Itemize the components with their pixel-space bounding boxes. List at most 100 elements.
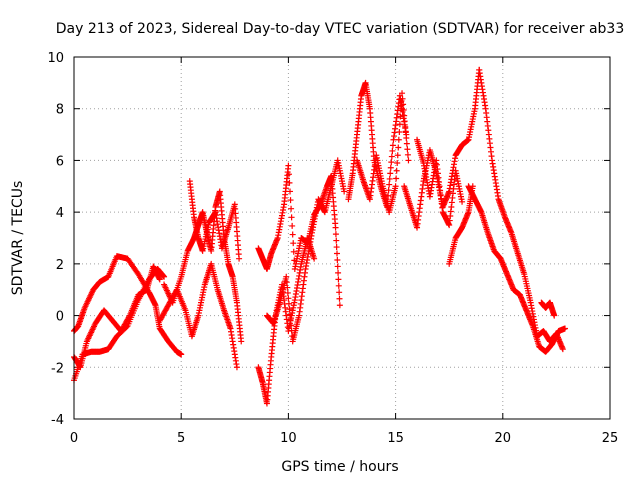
data-point xyxy=(395,136,402,143)
data-point xyxy=(126,313,133,320)
y-tick-label: 0 xyxy=(56,310,64,325)
y-tick-label: 2 xyxy=(56,258,64,273)
x-tick-label: 0 xyxy=(70,431,78,446)
y-tick-label: 10 xyxy=(47,51,64,66)
data-point xyxy=(311,255,318,262)
data-point xyxy=(283,279,290,286)
data-point xyxy=(387,170,394,177)
data-point xyxy=(394,160,401,167)
data-point xyxy=(287,188,294,195)
data-point xyxy=(336,295,343,302)
axis-ticks: 0 5 10 15 20 25 -4 -2 0 2 4 6 8 10 xyxy=(47,51,618,446)
data-point xyxy=(287,316,294,323)
data-point xyxy=(561,325,568,332)
data-point xyxy=(335,282,342,289)
data-points xyxy=(71,66,568,407)
data-point xyxy=(392,183,399,190)
data-point xyxy=(402,123,409,130)
data-point xyxy=(404,146,411,153)
x-tick-label: 5 xyxy=(177,431,185,446)
data-point xyxy=(286,306,293,313)
data-point xyxy=(335,276,342,283)
data-point xyxy=(403,140,410,147)
data-point xyxy=(288,214,295,221)
y-axis-label: SDTVAR / TECUs xyxy=(10,181,26,296)
data-point xyxy=(397,105,404,112)
data-point xyxy=(459,198,466,205)
data-point xyxy=(289,231,296,238)
data-point xyxy=(400,107,407,114)
chart-title: Day 213 of 2023, Sidereal Day-to-day VTE… xyxy=(56,21,625,37)
data-point xyxy=(404,151,411,158)
data-point xyxy=(386,181,393,188)
data-point xyxy=(389,147,396,154)
data-point xyxy=(336,289,343,296)
data-point xyxy=(333,250,340,257)
data-point xyxy=(161,273,168,280)
data-point xyxy=(396,128,403,135)
data-point xyxy=(399,90,406,97)
y-tick-label: 8 xyxy=(56,103,64,118)
data-point xyxy=(333,237,340,244)
data-point xyxy=(284,284,291,291)
data-point xyxy=(341,188,348,195)
data-point xyxy=(401,112,408,119)
data-point xyxy=(386,175,393,182)
data-point xyxy=(388,159,395,166)
data-point xyxy=(290,248,297,255)
data-point xyxy=(288,322,295,329)
x-tick-label: 20 xyxy=(495,431,512,446)
y-tick-label: -2 xyxy=(51,361,64,376)
data-point xyxy=(284,289,291,296)
data-point xyxy=(334,256,341,263)
data-point xyxy=(551,312,558,319)
grid-lines xyxy=(74,57,610,419)
data-point xyxy=(389,142,396,149)
data-point xyxy=(388,153,395,160)
data-point xyxy=(405,157,412,164)
data-point xyxy=(385,192,392,199)
data-point xyxy=(289,222,296,229)
data-point xyxy=(399,95,406,102)
data-point xyxy=(236,255,243,262)
y-tick-label: -4 xyxy=(51,413,64,428)
y-tick-label: 6 xyxy=(56,154,64,169)
data-point xyxy=(401,118,408,125)
data-point xyxy=(387,164,394,171)
data-point xyxy=(397,113,404,120)
data-point xyxy=(285,162,292,169)
data-point xyxy=(287,311,294,318)
x-tick-label: 10 xyxy=(280,431,297,446)
data-point xyxy=(395,144,402,151)
x-axis-label: GPS time / hours xyxy=(281,459,398,475)
data-point xyxy=(402,129,409,136)
data-point xyxy=(285,295,292,302)
plot-frame xyxy=(73,56,611,420)
data-point xyxy=(393,167,400,174)
x-tick-label: 15 xyxy=(387,431,404,446)
data-point xyxy=(283,273,290,280)
data-point xyxy=(290,240,297,247)
data-point xyxy=(396,121,403,128)
data-point xyxy=(286,179,293,186)
data-point xyxy=(178,351,185,358)
data-point xyxy=(156,276,163,283)
x-tick-label: 25 xyxy=(602,431,619,446)
data-point xyxy=(400,101,407,108)
data-point xyxy=(233,364,240,371)
data-point xyxy=(332,224,339,231)
data-point xyxy=(332,231,339,238)
y-tick-label: 4 xyxy=(56,206,64,221)
data-point xyxy=(238,338,245,345)
data-point xyxy=(333,244,340,251)
data-point xyxy=(335,269,342,276)
data-point xyxy=(285,300,292,307)
data-point xyxy=(336,302,343,309)
data-point xyxy=(393,175,400,182)
data-point xyxy=(394,152,401,159)
data-point xyxy=(287,197,294,204)
data-point xyxy=(285,171,292,178)
data-point xyxy=(403,135,410,142)
data-point xyxy=(334,263,341,270)
